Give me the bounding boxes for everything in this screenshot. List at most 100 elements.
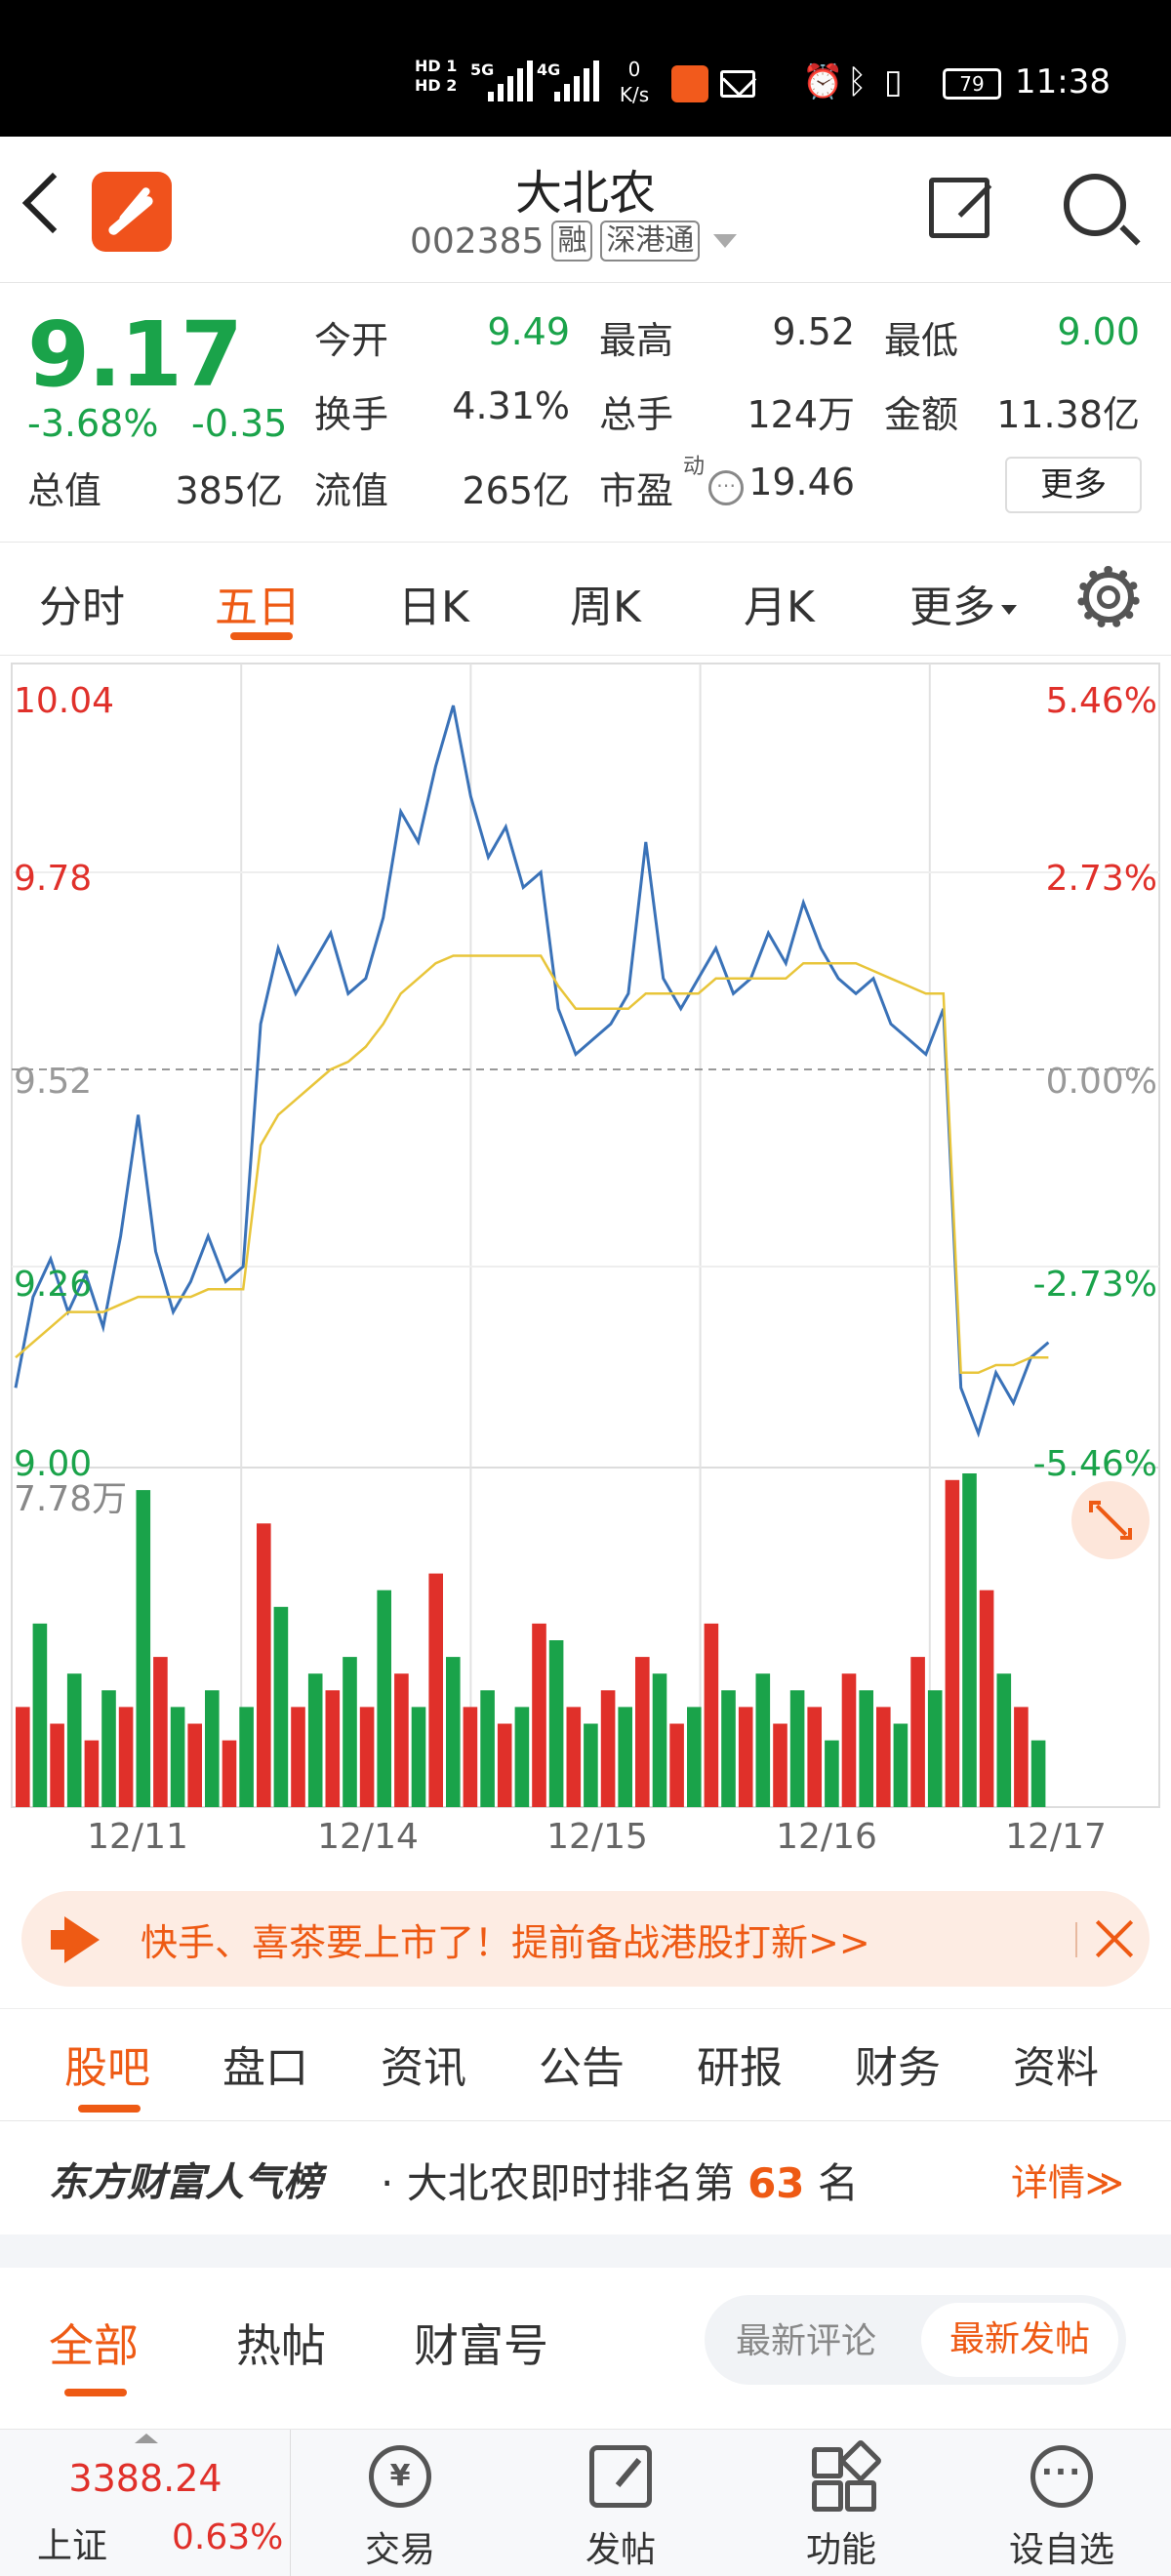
- tab-all[interactable]: 全部: [49, 2319, 139, 2372]
- bottom-nav: 3388.24 上证 0.63% ¥ 交易 发帖 功能 ··· 设自选: [0, 2430, 1171, 2576]
- stock-code-line[interactable]: 002385 融 深港通: [410, 221, 738, 262]
- volume-bar: [257, 1523, 271, 1807]
- volume-bar: [807, 1707, 822, 1807]
- y-left-label: 9.00: [14, 1444, 92, 1484]
- popularity-brand: 东方财富人气榜: [49, 2160, 322, 2205]
- tab-finance[interactable]: 财务: [855, 2043, 941, 2093]
- quote-panel: 9.17 -3.68% -0.35 今开 9.49 最高 9.52 最低 9.0…: [0, 283, 1171, 543]
- five-day-chart[interactable]: 10.04 9.78 9.52 9.26 9.00 5.46% 2.73% 0.00% -2.7…: [0, 656, 1171, 1856]
- volume-bar: [979, 1590, 994, 1807]
- volume-bar: [101, 1690, 116, 1807]
- more-dots-icon[interactable]: ⋯: [708, 470, 744, 505]
- app-logo-icon[interactable]: [92, 172, 172, 252]
- pe-value: 19.46: [748, 461, 855, 503]
- amount-value: 11.38亿: [996, 393, 1140, 436]
- change-percent: -3.68%: [27, 402, 159, 445]
- app-header: 大北农 002385 融 深港通: [0, 137, 1171, 283]
- nav-add-watchlist[interactable]: ··· 设自选: [964, 2430, 1159, 2576]
- chevron-up-icon: [135, 2434, 158, 2443]
- close-icon[interactable]: [1093, 1918, 1134, 1959]
- tab-monthly-k[interactable]: 月K: [744, 583, 815, 632]
- chart-period-tabs: 分时 五日 日K 周K 月K 更多: [0, 543, 1171, 656]
- float-cap-value: 265亿: [462, 469, 570, 512]
- tab-weekly-k[interactable]: 周K: [570, 583, 641, 632]
- y-right-label: -5.46%: [1033, 1444, 1157, 1484]
- search-icon[interactable]: [1064, 174, 1126, 236]
- price-line: [14, 704, 1050, 1438]
- volume-bar: [859, 1690, 873, 1807]
- nav-post[interactable]: 发帖: [523, 2430, 718, 2576]
- mail-icon: [720, 70, 755, 98]
- volume-max-label: 7.78万: [14, 1479, 127, 1519]
- total-cap-label: 总值: [27, 469, 102, 512]
- volume-bar: [84, 1740, 100, 1807]
- volume-bar: [1014, 1707, 1029, 1807]
- tab-hot[interactable]: 热帖: [236, 2319, 326, 2372]
- volume-bar: [687, 1707, 702, 1807]
- tab-research[interactable]: 研报: [697, 2043, 783, 2093]
- tab-daily-k[interactable]: 日K: [398, 583, 469, 632]
- low-value: 9.00: [1057, 310, 1140, 353]
- volume-bar: [738, 1707, 753, 1807]
- volume-bar: [962, 1473, 977, 1807]
- tab-announcements[interactable]: 公告: [539, 2043, 625, 2093]
- volume-bar: [377, 1590, 391, 1807]
- change-value: -0.35: [191, 402, 288, 445]
- volume-bar: [789, 1690, 805, 1807]
- expand-icon[interactable]: [1071, 1481, 1150, 1559]
- nav-functions[interactable]: 功能: [744, 2430, 939, 2576]
- tab-news[interactable]: 资讯: [381, 2043, 466, 2093]
- nav-trade[interactable]: ¥ 交易: [303, 2430, 498, 2576]
- details-link[interactable]: 详情≫: [1011, 2161, 1124, 2204]
- x-label: 12/17: [1005, 1817, 1107, 1856]
- tab-profile[interactable]: 资料: [1013, 2043, 1099, 2093]
- sort-latest-comment[interactable]: 最新评论: [736, 2321, 877, 2361]
- more-button[interactable]: 更多: [1005, 457, 1142, 513]
- chart-svg[interactable]: 10.04 9.78 9.52 9.26 9.00 5.46% 2.73% 0.00% -2.7…: [0, 656, 1171, 1856]
- sort-latest-post[interactable]: 最新发帖: [921, 2303, 1118, 2377]
- volume-label: 总手: [599, 393, 674, 436]
- volume-bar: [652, 1673, 667, 1807]
- volume-bar: [480, 1690, 495, 1807]
- tab-more-label: 更多: [909, 583, 995, 632]
- tab-more[interactable]: 更多: [909, 572, 1017, 634]
- chevron-down-icon[interactable]: [713, 234, 738, 248]
- popularity-bar[interactable]: 东方财富人气榜 · 大北农即时排名第 63 名 详情≫: [0, 2121, 1171, 2234]
- vibrate-icon: ▯: [884, 62, 903, 101]
- chart-grid: [11, 663, 1160, 1808]
- signal-icon: [488, 59, 533, 101]
- y-left-label: 9.78: [14, 859, 92, 899]
- volume-bar: [50, 1723, 64, 1807]
- y-left-label: 9.52: [14, 1062, 92, 1102]
- volume-bar: [927, 1690, 943, 1807]
- volume-bar: [136, 1490, 151, 1807]
- volume-bar: [291, 1707, 305, 1807]
- net-4g-label: 4G: [537, 60, 561, 79]
- tab-intraday[interactable]: 分时: [39, 583, 125, 632]
- tab-forum[interactable]: 股吧: [64, 2043, 150, 2093]
- volume-bar: [618, 1707, 632, 1807]
- low-label: 最低: [884, 319, 959, 362]
- share-icon[interactable]: [929, 178, 989, 238]
- volume-value: 124万: [747, 393, 855, 436]
- volume-bar: [66, 1673, 82, 1807]
- volume-bar: [1030, 1740, 1046, 1807]
- tab-five-day[interactable]: 五日: [215, 583, 301, 632]
- tab-order-book[interactable]: 盘口: [222, 2043, 308, 2093]
- volume-bar: [548, 1640, 564, 1807]
- caret-down-icon: [1001, 605, 1017, 615]
- volume-bar: [825, 1740, 839, 1807]
- section-gap: [0, 2234, 1171, 2268]
- banner-text[interactable]: 快手、喜茶要上市了！提前备战港股打新>>: [141, 1921, 870, 1964]
- stock-name: 大北农: [514, 166, 656, 221]
- tab-wealth[interactable]: 财富号: [414, 2319, 548, 2372]
- promo-banner[interactable]: 快手、喜茶要上市了！提前备战港股打新>>: [21, 1891, 1150, 1987]
- high-label: 最高: [599, 319, 674, 362]
- current-price: 9.17: [27, 302, 243, 407]
- index-ticker[interactable]: 3388.24 上证 0.63%: [0, 2430, 291, 2576]
- battery-icon: 79: [943, 68, 1001, 100]
- axis-labels: 10.04 9.78 9.52 9.26 9.00 5.46% 2.73% 0.00% -2.7…: [14, 681, 1157, 1856]
- gear-icon[interactable]: [1077, 566, 1140, 628]
- index-value: 3388.24: [68, 2457, 222, 2500]
- content-tabs: 股吧 盘口 资讯 公告 研报 财务 资料: [0, 2008, 1171, 2121]
